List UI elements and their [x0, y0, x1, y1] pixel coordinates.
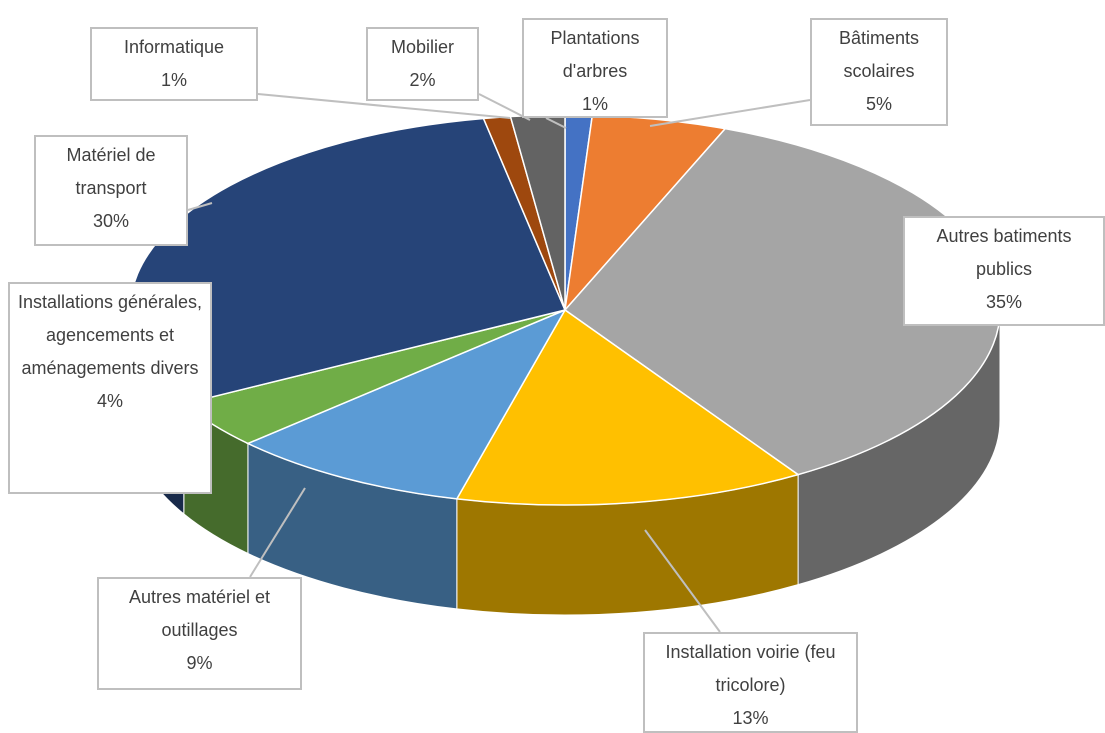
data-label: Informatique 1% — [90, 27, 258, 101]
leader-line — [478, 93, 531, 121]
label-name: Installation voirie (feu tricolore) — [665, 642, 836, 695]
data-label: Installations générales, agencements et … — [8, 282, 212, 494]
leader-line — [545, 117, 567, 129]
label-name: Autres matériel et outillages — [128, 587, 271, 640]
label-name: Bâtiments scolaires — [838, 28, 920, 81]
leader-line — [187, 202, 213, 211]
label-value: 13% — [732, 708, 769, 728]
label-value: 2% — [409, 70, 436, 90]
label-value: 1% — [581, 94, 608, 114]
label-value: 9% — [186, 653, 213, 673]
label-name: Autres batiments publics — [936, 226, 1072, 279]
data-label: Installation voirie (feu tricolore) 13% — [643, 632, 858, 733]
label-value: 4% — [96, 391, 123, 411]
label-name: Mobilier — [390, 37, 455, 57]
data-label: Autres matériel et outillages 9% — [97, 577, 302, 690]
data-label: Matériel de transport 30% — [34, 135, 188, 246]
slice — [246, 308, 567, 500]
data-label: Autres batiments publics 35% — [903, 216, 1105, 326]
label-name: Informatique — [123, 37, 225, 57]
data-label: Bâtiments scolaires 5% — [810, 18, 948, 126]
leader-line — [249, 487, 306, 578]
label-name: Matériel de transport — [66, 145, 156, 198]
label-name: Installations générales, agencements et … — [17, 292, 203, 378]
label-name: Plantations d'arbres — [550, 28, 640, 81]
leader-line — [649, 99, 811, 127]
label-value: 5% — [865, 94, 892, 114]
label-value: 1% — [160, 70, 187, 90]
leader-line — [257, 93, 511, 119]
label-value: 35% — [985, 292, 1023, 312]
data-label: Plantations d'arbres 1% — [522, 18, 668, 118]
data-label: Mobilier 2% — [366, 27, 479, 101]
slice — [455, 308, 800, 506]
label-value: 30% — [92, 211, 130, 231]
leader-line — [644, 529, 721, 633]
